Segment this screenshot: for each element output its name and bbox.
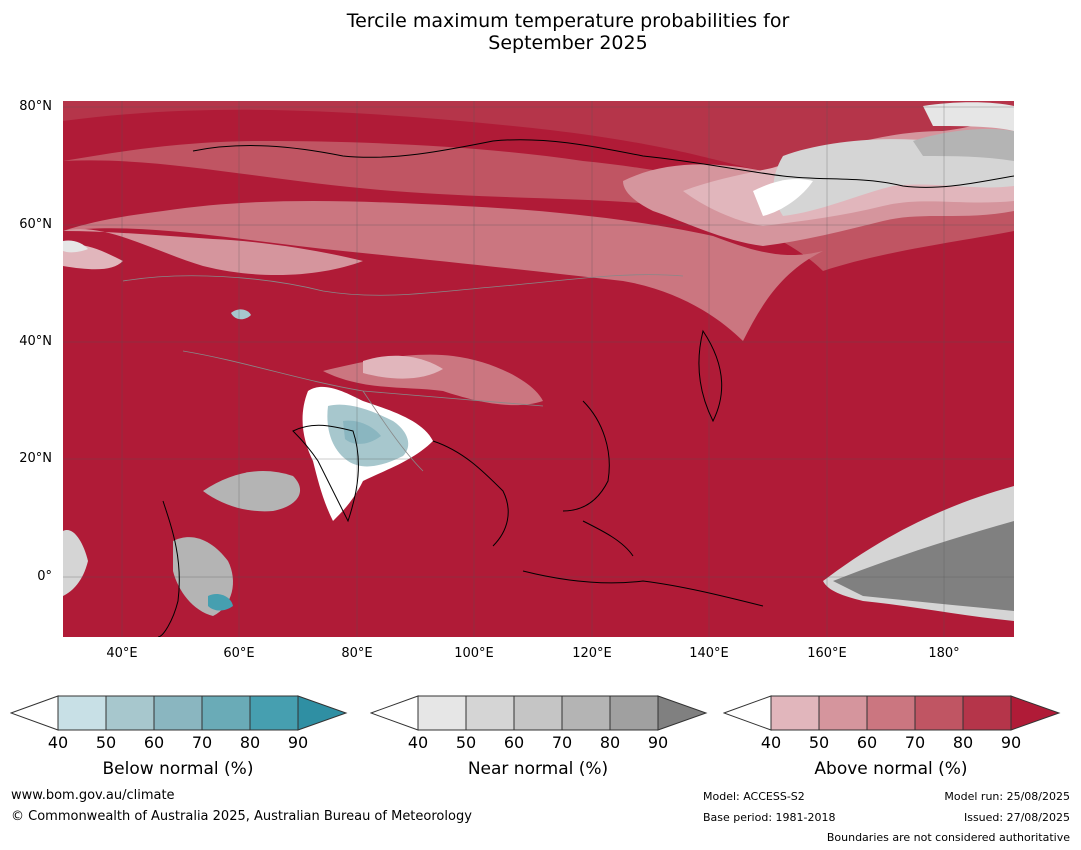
tick: 90 bbox=[287, 733, 309, 752]
shade-tibet-2 bbox=[363, 355, 443, 379]
shade-north-3 bbox=[63, 201, 823, 341]
colorbar-swatch bbox=[465, 695, 515, 731]
tick: 50 bbox=[455, 733, 477, 752]
lon-label-140e: 140°E bbox=[689, 646, 729, 661]
colorbar-near-normal bbox=[370, 695, 708, 731]
tick: 90 bbox=[1000, 733, 1022, 752]
map-title: Tercile maximum temperature probabilitie… bbox=[0, 10, 1081, 54]
tick: 50 bbox=[808, 733, 830, 752]
colorbar-swatch bbox=[153, 695, 203, 731]
colorbar-above-label: Above normal (%) bbox=[814, 759, 968, 779]
graticule bbox=[63, 101, 1014, 637]
shade-north-1 bbox=[63, 101, 1014, 174]
colorbar-min-triangle bbox=[370, 695, 419, 731]
tick: 40 bbox=[407, 733, 429, 752]
colorbar-below-swatches bbox=[10, 695, 348, 731]
tick: 70 bbox=[551, 733, 573, 752]
colorbar-swatch bbox=[914, 695, 964, 731]
lat-label-0: 0° bbox=[37, 569, 52, 584]
near-ne-siberia-dark bbox=[913, 129, 1014, 161]
near-europe bbox=[63, 240, 88, 253]
colorbar-min-triangle bbox=[10, 695, 59, 731]
lon-label-80e: 80°E bbox=[341, 646, 373, 661]
footer-model-run: Model run: 25/08/2025 bbox=[944, 790, 1070, 803]
colorbar-min-triangle bbox=[723, 695, 772, 731]
lat-label-60n: 60°N bbox=[19, 217, 52, 232]
probability-map bbox=[63, 101, 1014, 637]
colorbar-above-swatches bbox=[723, 695, 1061, 731]
colorbar-swatch bbox=[297, 695, 348, 731]
colorbar-swatch bbox=[513, 695, 563, 731]
lon-label-120e: 120°E bbox=[572, 646, 612, 661]
colorbar-below-label: Below normal (%) bbox=[102, 759, 254, 779]
lat-label-40n: 40°N bbox=[19, 334, 52, 349]
lon-label-180: 180° bbox=[928, 646, 960, 661]
tick: 70 bbox=[191, 733, 213, 752]
map-svg bbox=[63, 101, 1014, 637]
colorbar-swatch bbox=[249, 695, 299, 731]
colorbar-swatch bbox=[417, 695, 467, 731]
footer-url[interactable]: www.bom.gov.au/climate bbox=[11, 788, 175, 803]
tick: 80 bbox=[599, 733, 621, 752]
colorbar-swatch bbox=[770, 695, 820, 731]
near-pacific bbox=[833, 521, 1014, 611]
below-indian-ocean bbox=[208, 594, 233, 611]
white-ne-siberia bbox=[753, 179, 813, 216]
colorbar-swatch bbox=[609, 695, 659, 731]
shade-north-2 bbox=[63, 141, 1014, 271]
lon-label-100e: 100°E bbox=[454, 646, 494, 661]
lat-label-20n: 20°N bbox=[19, 451, 52, 466]
tick: 40 bbox=[47, 733, 69, 752]
title-line-2: September 2025 bbox=[488, 32, 648, 54]
colorbar-above-normal bbox=[723, 695, 1061, 731]
footer-issued: Issued: 27/08/2025 bbox=[963, 811, 1070, 824]
tick: 70 bbox=[904, 733, 926, 752]
tick: 80 bbox=[239, 733, 261, 752]
tick: 50 bbox=[95, 733, 117, 752]
colorbar-swatch bbox=[201, 695, 251, 731]
lon-label-40e: 40°E bbox=[106, 646, 138, 661]
colorbar-swatch bbox=[105, 695, 155, 731]
colorbar-below-normal bbox=[10, 695, 348, 731]
near-arctic bbox=[923, 102, 1014, 131]
near-arabian-sea bbox=[203, 471, 301, 512]
footer-disclaimer: Boundaries are not considered authoritat… bbox=[826, 831, 1070, 844]
tick: 60 bbox=[143, 733, 165, 752]
title-line-1: Tercile maximum temperature probabilitie… bbox=[346, 10, 790, 32]
tick: 60 bbox=[503, 733, 525, 752]
colorbar-swatch bbox=[818, 695, 868, 731]
india-below-normal-2 bbox=[343, 420, 381, 444]
lon-label-160e: 160°E bbox=[807, 646, 847, 661]
below-central-asia bbox=[231, 309, 251, 320]
tick: 90 bbox=[647, 733, 669, 752]
colorbar-swatch bbox=[657, 695, 708, 731]
footer-copyright: © Commonwealth of Australia 2025, Austra… bbox=[11, 809, 472, 824]
tick: 80 bbox=[952, 733, 974, 752]
colorbar-swatch bbox=[1010, 695, 1061, 731]
tick: 40 bbox=[760, 733, 782, 752]
colorbar-near-swatches bbox=[370, 695, 708, 731]
borders bbox=[122, 274, 684, 472]
near-ne-siberia bbox=[773, 138, 1014, 216]
colorbar-near-label: Near normal (%) bbox=[467, 759, 609, 779]
colorbar-swatch bbox=[57, 695, 107, 731]
colorbar-swatch bbox=[962, 695, 1012, 731]
footer-model: Model: ACCESS-S2 bbox=[703, 790, 805, 803]
colorbar-swatch bbox=[561, 695, 611, 731]
shade-europe bbox=[63, 229, 363, 276]
lon-label-60e: 60°E bbox=[223, 646, 255, 661]
coastlines bbox=[157, 139, 1014, 637]
colorbar-swatch bbox=[866, 695, 916, 731]
tick: 60 bbox=[856, 733, 878, 752]
lat-label-80n: 80°N bbox=[19, 99, 52, 114]
footer-base-period: Base period: 1981-2018 bbox=[703, 811, 836, 824]
near-africa bbox=[63, 530, 88, 596]
